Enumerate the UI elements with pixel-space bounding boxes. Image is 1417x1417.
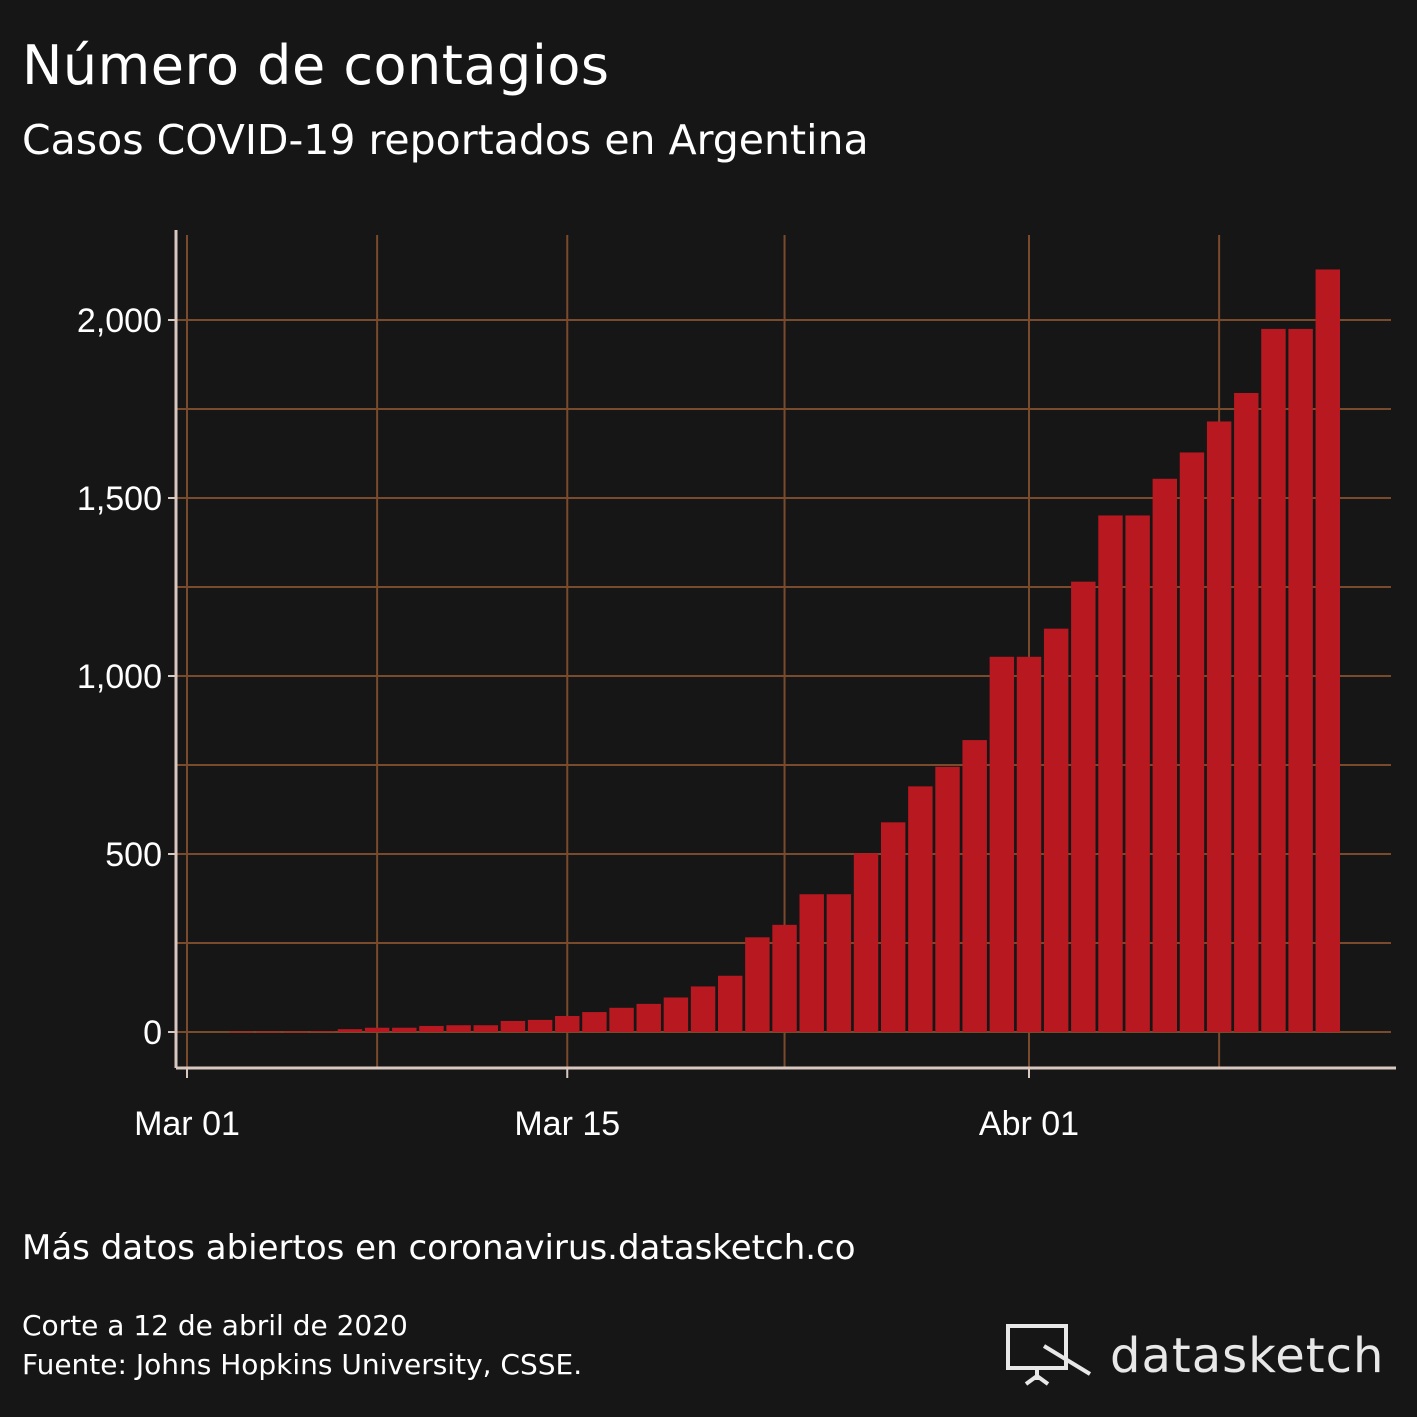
- y-tick-label: 0: [143, 1014, 162, 1052]
- bar: [1288, 328, 1313, 1032]
- bar: [1152, 478, 1178, 1032]
- data-source: Fuente: Johns Hopkins University, CSSE.: [22, 1348, 583, 1381]
- bar: [419, 1025, 444, 1032]
- logo-text: datasketch: [1110, 1328, 1385, 1384]
- bar: [636, 1003, 661, 1032]
- chart-subtitle: Casos COVID-19 reportados en Argentina: [22, 116, 869, 164]
- bar: [880, 822, 906, 1032]
- chart-title: Número de contagios: [22, 34, 610, 97]
- bar: [1043, 628, 1069, 1032]
- more-data-link-text: Más datos abiertos en coronavirus.datask…: [22, 1228, 856, 1268]
- bar: [772, 924, 797, 1032]
- bar: [582, 1012, 607, 1032]
- bar: [283, 1031, 308, 1033]
- x-tick-label: Mar 15: [514, 1105, 620, 1143]
- bar: [1016, 656, 1042, 1032]
- bar: [229, 1031, 254, 1033]
- bar: [853, 853, 879, 1032]
- bar: [446, 1025, 471, 1032]
- bar: [609, 1007, 634, 1032]
- bar: [989, 656, 1015, 1032]
- bar: [473, 1025, 498, 1032]
- bar: [256, 1031, 281, 1033]
- bar: [337, 1029, 363, 1032]
- bar: [718, 975, 743, 1032]
- bar: [1315, 269, 1340, 1032]
- bar: [1234, 392, 1259, 1033]
- bar: [690, 986, 716, 1032]
- y-tick-label: 500: [105, 836, 162, 874]
- bar: [962, 740, 987, 1032]
- bar: [663, 997, 689, 1032]
- bar: [826, 894, 852, 1032]
- bar: [799, 894, 824, 1032]
- bar: [364, 1027, 390, 1032]
- bar: [908, 786, 933, 1032]
- bar: [500, 1020, 526, 1032]
- bar: [1098, 515, 1123, 1032]
- bar: [1261, 328, 1286, 1032]
- bar: [392, 1027, 417, 1032]
- x-tick-label: Mar 01: [134, 1105, 240, 1143]
- datasketch-logo: datasketch: [1004, 1322, 1384, 1390]
- monitor-icon: [1006, 1324, 1092, 1386]
- bar: [527, 1019, 553, 1032]
- bar: [745, 937, 770, 1032]
- cutoff-date: Corte a 12 de abril de 2020: [22, 1309, 408, 1342]
- bar: [555, 1015, 580, 1032]
- bar: [935, 766, 960, 1032]
- y-tick-label: 2,000: [77, 302, 162, 340]
- bar: [1206, 421, 1232, 1033]
- y-tick-label: 1,500: [77, 480, 162, 518]
- bar: [1125, 515, 1150, 1032]
- x-tick-label: Abr 01: [979, 1105, 1079, 1143]
- bar: [1179, 452, 1205, 1032]
- y-tick-label: 1,000: [77, 658, 162, 696]
- bar: [310, 1031, 336, 1033]
- bar: [1071, 581, 1096, 1032]
